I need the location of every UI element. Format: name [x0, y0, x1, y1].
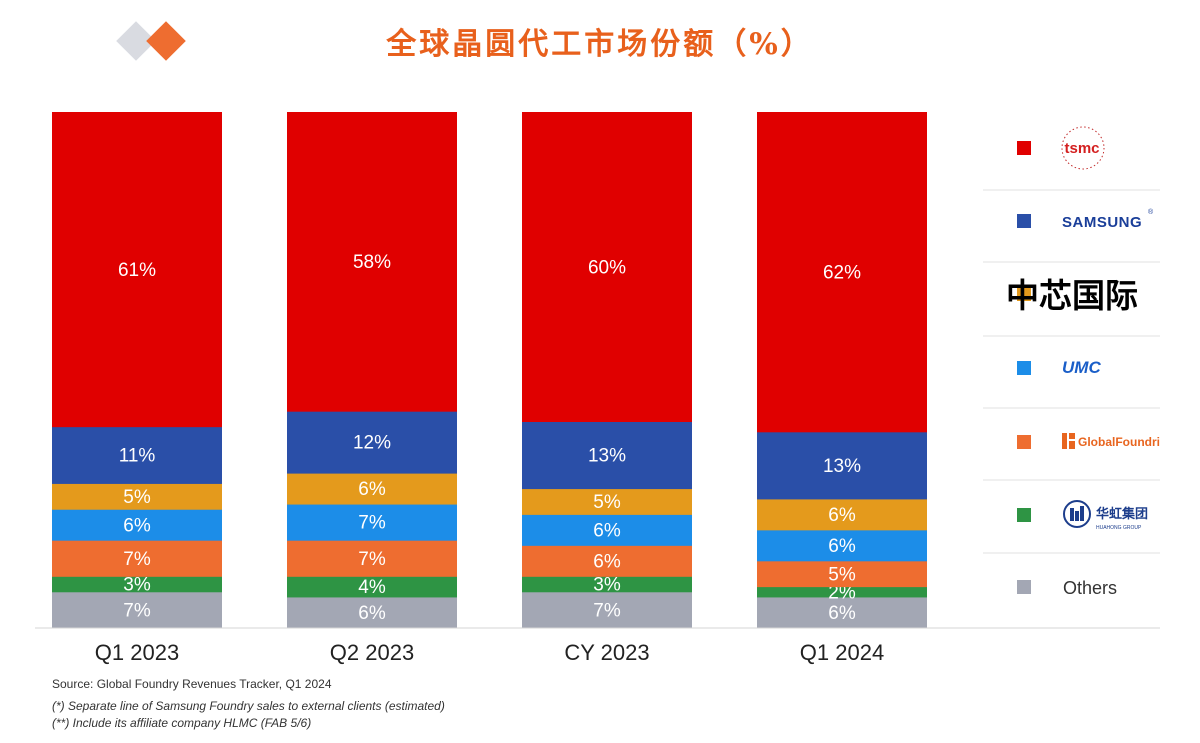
data-label-samsung: 13%: [588, 446, 626, 467]
footnote-samsung: (*) Separate line of Samsung Foundry sal…: [52, 699, 445, 713]
data-label-globalfoundries: 6%: [593, 551, 621, 572]
bar-segment-others: [52, 591, 222, 629]
data-label-globalfoundries: 7%: [123, 549, 151, 570]
legend-swatch-others: [1017, 580, 1031, 594]
data-label-others: 7%: [123, 600, 151, 621]
legend-item-tsmc: tsmc: [1017, 126, 1105, 170]
chart-notes: Source: Global Foundry Revenues Tracker,…: [52, 676, 445, 732]
x-tick-label: Q1 2024: [800, 640, 884, 665]
bar-segment-tsmc: [287, 112, 457, 412]
bar-segment-globalfoundries: [52, 540, 222, 577]
bar-segment-tsmc: [522, 112, 692, 422]
chart-title: 全球晶圆代工市场份额（%）: [385, 27, 814, 62]
bar-segment-umc: [522, 514, 692, 546]
legend-swatch-tsmc: [1017, 141, 1031, 155]
data-label-umc: 6%: [123, 515, 151, 536]
data-label-globalfoundries: 7%: [358, 549, 386, 570]
data-label-umc: 6%: [593, 520, 621, 541]
huahong-logo-subtext: HUAHONG GROUP: [1096, 525, 1142, 531]
globalfoundries-logo-text: GlobalFoundries: [1078, 435, 1174, 449]
footnote-huahong: (**) Include its affiliate company HLMC …: [52, 716, 312, 730]
data-label-others: 7%: [593, 600, 621, 621]
bar-segment-samsung: [52, 426, 222, 484]
data-label-smic: 6%: [358, 479, 386, 500]
bar-segment-tsmc: [52, 112, 222, 428]
bar-segment-smic: [522, 488, 692, 515]
data-label-umc: 7%: [358, 513, 386, 534]
x-tick-label: Q2 2023: [330, 640, 414, 665]
legend-item-umc: UMC: [1017, 358, 1101, 377]
data-label-others: 6%: [358, 603, 386, 624]
bar-segment-umc: [757, 529, 927, 562]
smic-logo-text: 中芯国际: [1006, 276, 1138, 315]
legend-item-globalfoundries: GlobalFoundries: [1017, 433, 1174, 449]
bar-segment-samsung: [522, 421, 692, 490]
data-label-samsung: 11%: [119, 446, 156, 467]
bar-segment-smic: [757, 499, 927, 531]
bar-segment-others: [522, 591, 692, 629]
bar-segment-globalfoundries: [522, 545, 692, 577]
data-label-huahong: 4%: [358, 577, 386, 598]
samsung-registered-mark: ®: [1148, 208, 1154, 216]
bar-segment-smic: [52, 483, 222, 510]
legend: tsmc SAMSUNG ® 中芯国际 UMC: [983, 126, 1174, 598]
category-labels: Q1 2023 Q2 2023 CY 2023 Q1 2024: [95, 640, 884, 665]
bar-segment-others: [757, 597, 927, 629]
legend-item-samsung: SAMSUNG ®: [1017, 208, 1154, 231]
bar-segment-huahong: [287, 576, 457, 598]
tsmc-logo-icon: tsmc: [1061, 126, 1105, 170]
legend-swatch-smic: [1017, 287, 1031, 301]
data-label-smic: 6%: [828, 505, 856, 526]
bar-segment-umc: [52, 509, 222, 541]
bar-segment-globalfoundries: [287, 540, 457, 577]
tsmc-logo-text: tsmc: [1064, 140, 1099, 157]
bar-segment-samsung: [757, 431, 927, 500]
data-label-huahong: 2%: [828, 582, 856, 603]
legend-swatch-huahong: [1017, 508, 1031, 522]
samsung-logo-text: SAMSUNG: [1062, 214, 1142, 231]
legend-label-others: Others: [1063, 578, 1117, 598]
bar-segment-tsmc: [757, 112, 927, 433]
legend-item-huahong: 华虹集团 HUAHONG GROUP: [1017, 500, 1148, 531]
globalfoundries-logo-icon: [1062, 433, 1075, 449]
bars-group: 7% 3% 7% 6% 5% 11% 61% 6% 4% 7% 7% 6% 12% 58% 7% 3% 6% 6%…: [52, 112, 927, 629]
data-label-tsmc: 61%: [118, 260, 156, 281]
data-label-umc: 6%: [828, 536, 856, 557]
huahong-logo-icon: [1063, 500, 1091, 528]
bar-segment-huahong: [522, 576, 692, 593]
decor-diamond-icon: [116, 21, 186, 61]
data-label-huahong: 3%: [593, 575, 621, 596]
legend-swatch-samsung: [1017, 214, 1031, 228]
x-tick-label: CY 2023: [564, 640, 649, 665]
data-label-huahong: 3%: [123, 575, 151, 596]
legend-item-smic: 中芯国际: [1006, 276, 1138, 315]
globalfoundries-logo-clip: GlobalFoundries: [1078, 435, 1174, 449]
data-label-samsung: 13%: [823, 456, 861, 477]
bar-segment-globalfoundries: [757, 560, 927, 588]
data-label-tsmc: 58%: [353, 252, 391, 273]
data-label-others: 6%: [828, 603, 856, 624]
legend-swatch-globalfoundries: [1017, 435, 1031, 449]
bar-segment-samsung: [287, 411, 457, 474]
legend-item-others: Others: [1017, 578, 1117, 598]
bar-segment-smic: [287, 473, 457, 505]
legend-dividers: [983, 189, 1160, 554]
data-label-smic: 5%: [123, 487, 151, 508]
data-label-samsung: 12%: [353, 433, 391, 454]
bar-segment-huahong: [757, 586, 927, 598]
data-label-smic: 5%: [593, 492, 621, 513]
data-label-globalfoundries: 5%: [828, 564, 856, 585]
umc-logo-text: UMC: [1062, 358, 1101, 377]
legend-swatch-umc: [1017, 361, 1031, 375]
data-label-tsmc: 62%: [823, 262, 861, 283]
bar-segment-others: [287, 597, 457, 629]
bar-segment-umc: [287, 504, 457, 541]
source-note: Source: Global Foundry Revenues Tracker,…: [52, 677, 332, 691]
huahong-logo-text: 华虹集团: [1096, 506, 1148, 522]
bar-segment-huahong: [52, 576, 222, 593]
x-tick-label: Q1 2023: [95, 640, 179, 665]
data-label-tsmc: 60%: [588, 257, 626, 278]
